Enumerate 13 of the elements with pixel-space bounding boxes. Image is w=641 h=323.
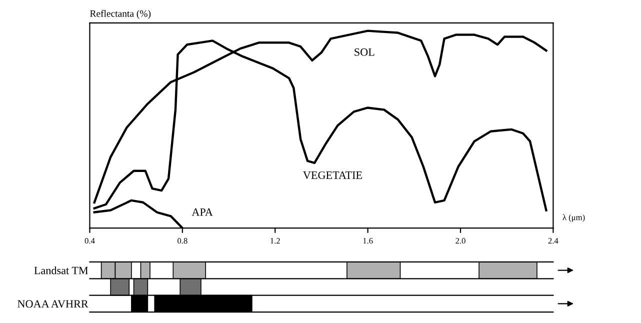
x-tick-label: 1.2	[270, 238, 280, 244]
x-tick-label: 1.6	[363, 238, 373, 244]
y-axis-title: Reflectanta (%)	[90, 10, 151, 19]
x-axis-title: λ (μm)	[562, 214, 585, 222]
series-label: APA	[192, 208, 213, 216]
x-tick-label: 2.4	[548, 238, 558, 244]
series-label: VEGETATIE	[303, 171, 362, 179]
x-tick-label: 0.8	[178, 238, 188, 244]
x-tick-label: 0.4	[84, 238, 95, 244]
y-tick-label: NOAA AVHRR	[18, 300, 88, 308]
x-tick-label: 2.0	[456, 238, 466, 244]
series-label: SOL	[354, 48, 374, 56]
y-tick-label: Landsat TM	[34, 266, 88, 274]
